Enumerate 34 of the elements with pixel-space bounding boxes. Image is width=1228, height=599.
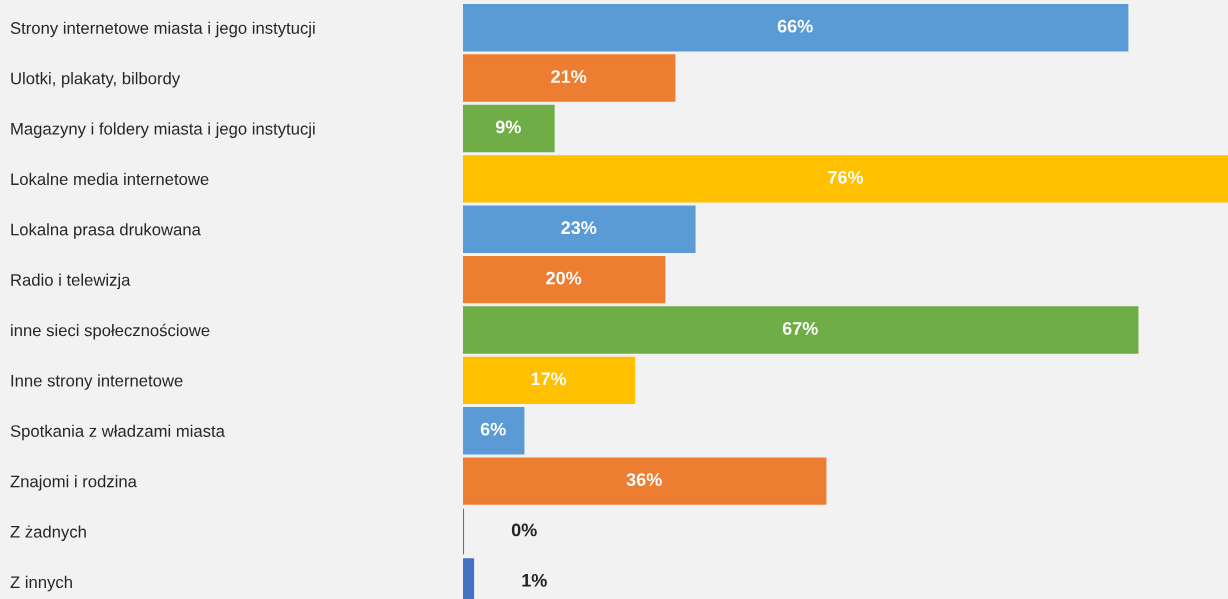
y-tick-label: Lokalna prasa drukowana	[11, 223, 201, 239]
bar	[463, 4, 1129, 52]
bar	[463, 407, 525, 455]
bar	[463, 306, 1139, 354]
data-label: 36%	[626, 473, 662, 486]
data-label: 6%	[480, 422, 506, 436]
y-tick-label: inne sieci społecznościowe	[11, 323, 210, 340]
data-label: 23%	[561, 221, 597, 235]
bar	[463, 104, 555, 153]
bar	[463, 356, 636, 405]
y-tick-label: Lokalne media internetowe	[11, 172, 209, 186]
bar	[463, 205, 696, 253]
data-label: 67%	[782, 322, 818, 335]
data-label: 1%	[522, 573, 547, 587]
data-label: 17%	[531, 372, 567, 386]
data-label: 20%	[546, 271, 582, 285]
data-label: 66%	[777, 19, 813, 33]
y-tick-label: Znajomi i rodzina	[10, 475, 137, 491]
y-tick-label: Inne strony internetowe	[11, 374, 183, 390]
y-tick-label: Z żadnych	[10, 525, 86, 541]
y-tick-label: Magazyny i foldery miasta i jego instytucji	[11, 122, 315, 138]
data-label: 9%	[495, 120, 521, 134]
y-tick-label: Radio i telewizja	[11, 273, 131, 290]
y-tick-label: Z innych	[10, 575, 72, 592]
data-label: 76%	[828, 170, 864, 184]
y-tick-label: Strony internetowe miasta i jego instytucji	[10, 21, 315, 38]
data-label: 21%	[551, 70, 587, 83]
data-label: 0%	[511, 523, 537, 537]
bar	[463, 457, 827, 505]
bar	[463, 255, 666, 304]
y-tick-label: Ulotki, plakaty, bilbordy	[11, 72, 181, 88]
bar	[463, 155, 1228, 203]
bar	[463, 54, 676, 102]
y-tick-label: Spotkania z władzami miasta	[10, 424, 225, 441]
